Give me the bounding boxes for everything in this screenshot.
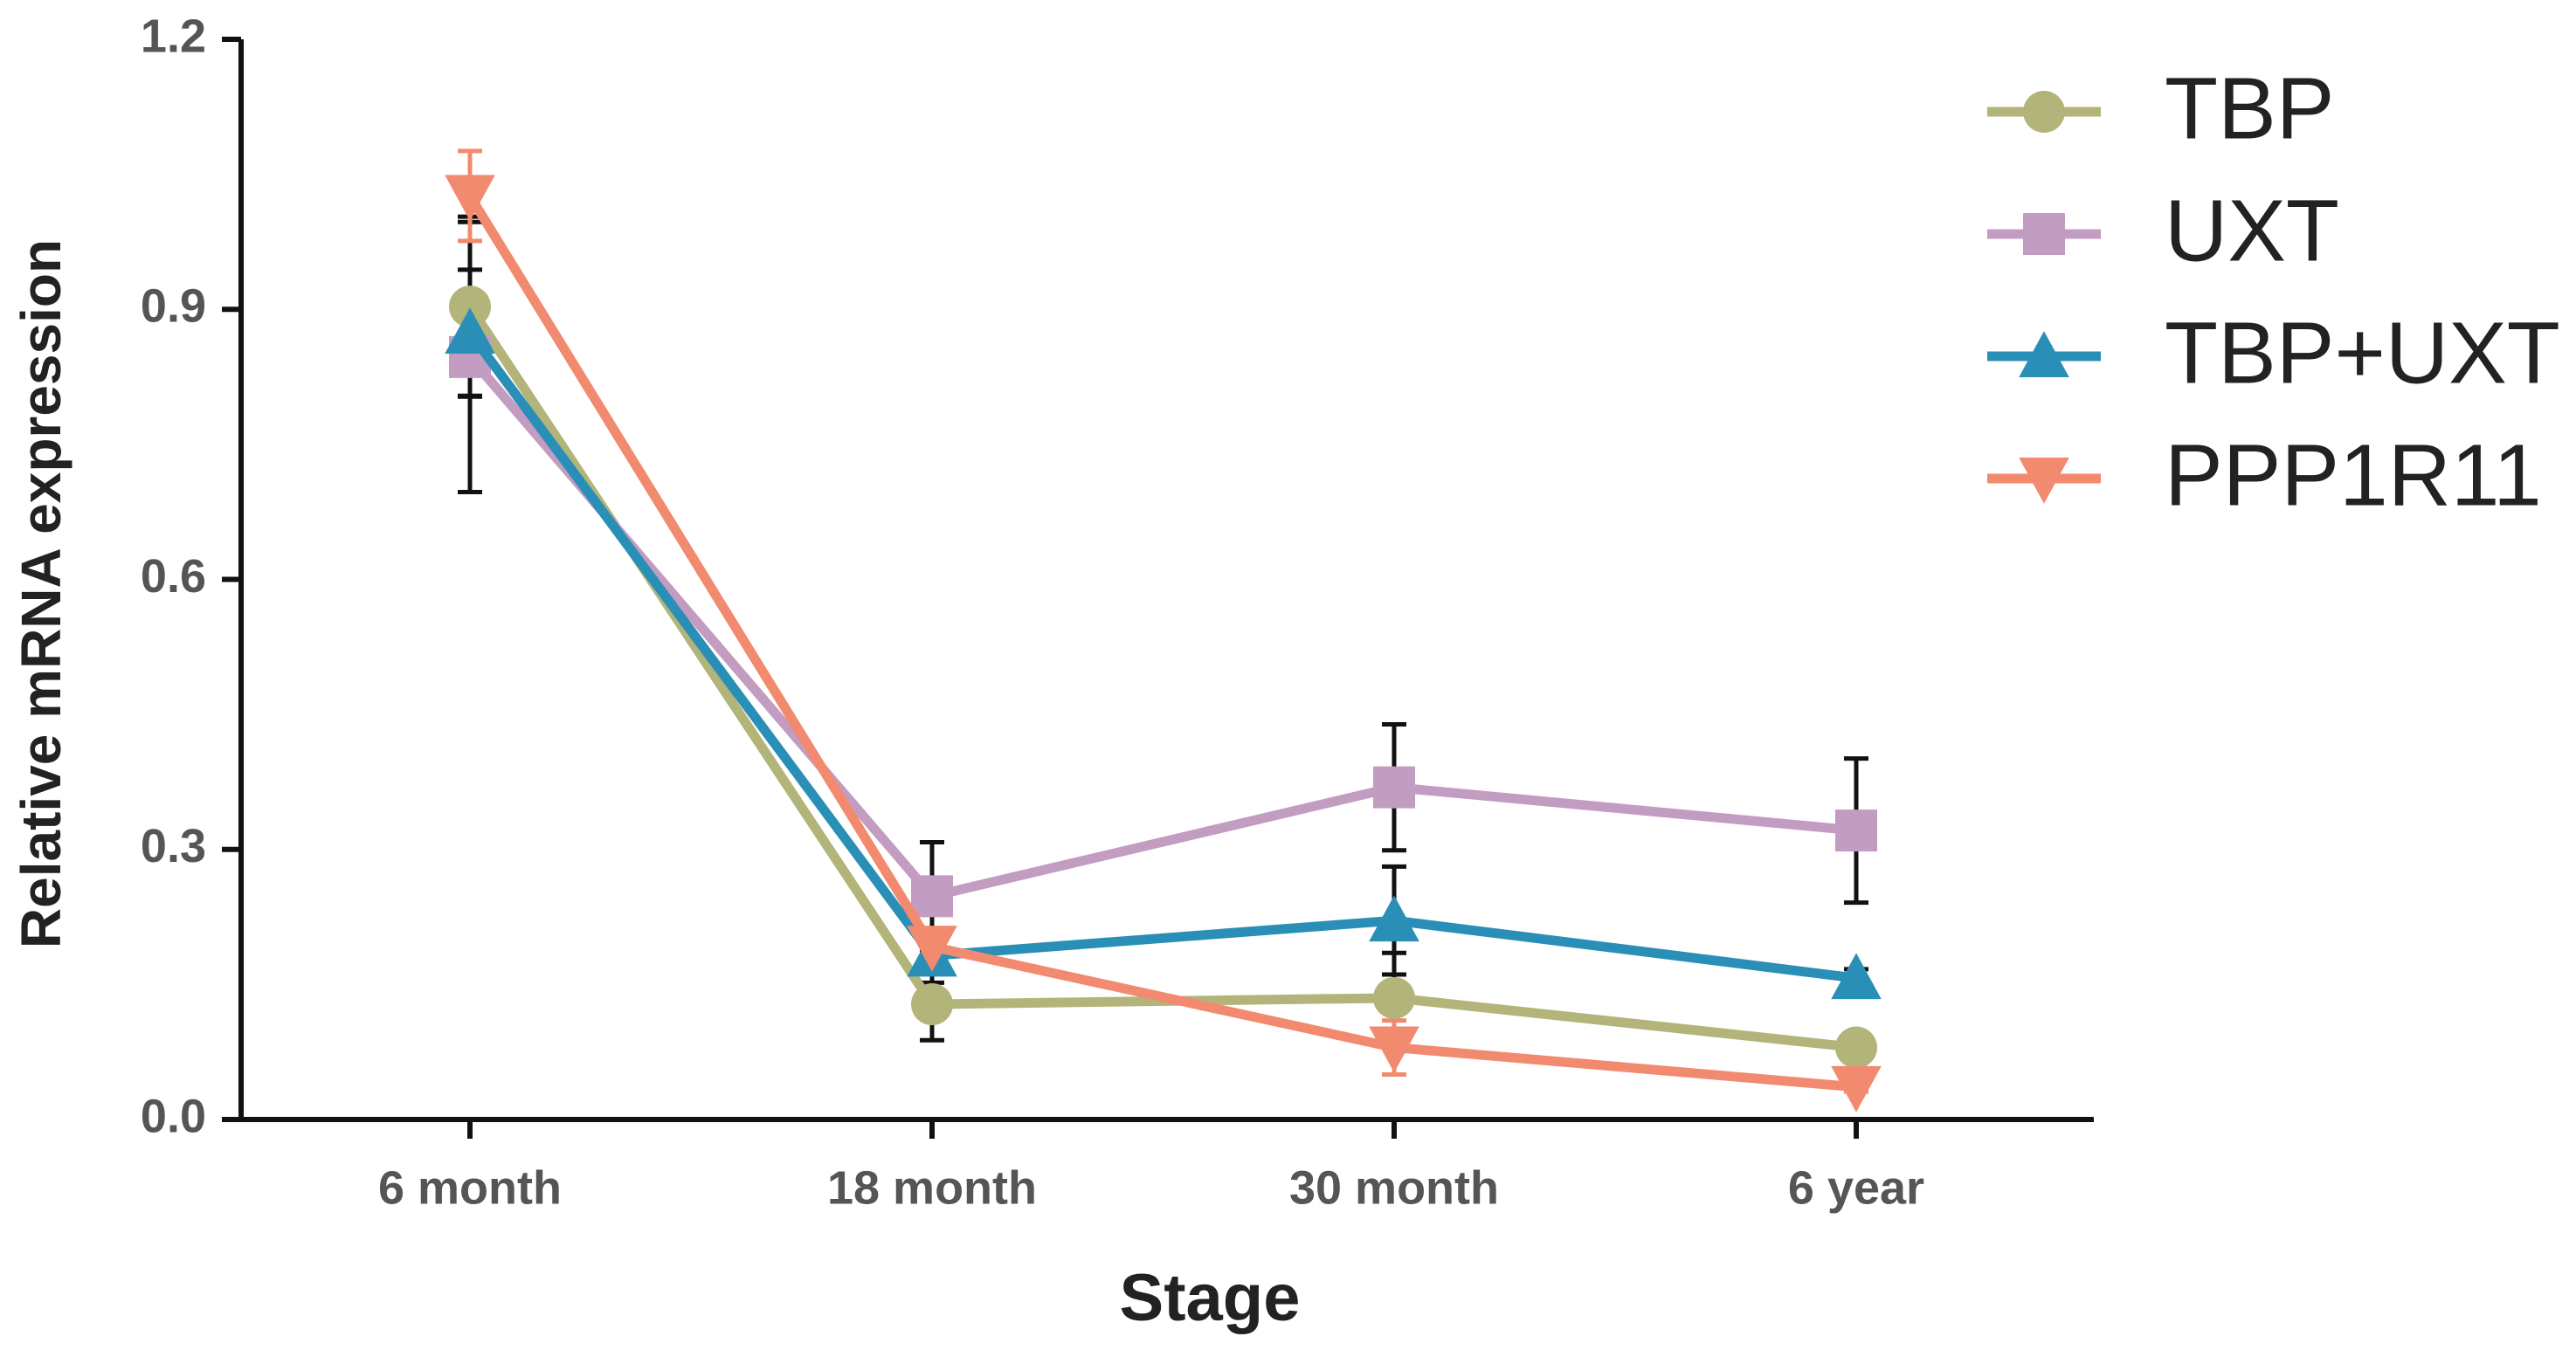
y-tick-label: 0.3: [141, 820, 206, 872]
x-tick-label: 30 month: [1289, 1161, 1499, 1214]
x-tick-label: 18 month: [827, 1161, 1037, 1214]
data-point: [1373, 766, 1415, 809]
data-point: [1831, 953, 1882, 1000]
legend-marker: [2023, 91, 2065, 133]
data-point: [911, 983, 953, 1026]
data-point: [1831, 1065, 1882, 1112]
data-point: [1835, 809, 1877, 852]
legend-marker: [2019, 331, 2069, 377]
data-point: [1373, 976, 1415, 1019]
series-line: [466, 193, 1857, 1092]
legend-marker: [2019, 458, 2069, 504]
data-point: [445, 307, 495, 355]
x-axis-title: Stage: [1120, 1261, 1301, 1335]
legend-marker: [2023, 213, 2065, 255]
data-point: [1369, 895, 1419, 942]
data-point: [907, 926, 957, 972]
data-point: [1369, 1026, 1419, 1073]
legend-label: TBP+UXT: [2165, 304, 2560, 402]
legend-label: UXT: [2165, 182, 2339, 279]
data-point: [911, 875, 953, 918]
data-point: [445, 175, 495, 222]
legend-label: TBP: [2165, 59, 2334, 157]
y-tick-label: 0.9: [141, 280, 206, 333]
series-line: [466, 354, 1857, 901]
x-tick-label: 6 year: [1788, 1161, 1924, 1214]
x-tick-label: 6 month: [378, 1161, 562, 1214]
data-point: [1835, 1026, 1877, 1069]
series-line: [466, 329, 1857, 983]
y-tick-label: 0.6: [141, 550, 206, 603]
data-point: [449, 286, 491, 328]
legend-label: PPP1R11: [2165, 426, 2542, 524]
y-axis-title: Relative mRNA expression: [10, 239, 73, 948]
y-tick-label: 0.0: [141, 1090, 206, 1142]
y-tick-label: 1.2: [141, 10, 206, 62]
